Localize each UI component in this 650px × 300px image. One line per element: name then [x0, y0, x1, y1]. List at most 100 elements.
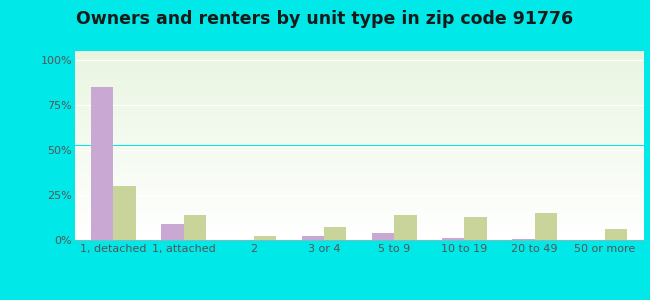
Bar — [324, 227, 346, 240]
Bar — [75, 203, 644, 204]
Bar — [75, 121, 644, 122]
Bar — [75, 64, 644, 65]
Bar — [75, 171, 644, 172]
Bar — [75, 232, 644, 233]
Bar — [75, 216, 644, 217]
Bar — [75, 65, 644, 66]
Bar — [75, 153, 644, 154]
Bar — [75, 141, 644, 142]
Bar — [75, 233, 644, 234]
Bar — [75, 140, 644, 141]
Bar — [75, 59, 644, 60]
Bar — [75, 227, 644, 228]
Bar — [75, 205, 644, 206]
Bar — [75, 118, 644, 119]
Bar — [535, 213, 557, 240]
Bar — [75, 211, 644, 212]
Bar — [75, 101, 644, 102]
Bar — [75, 143, 644, 144]
Bar — [75, 167, 644, 168]
Bar — [75, 126, 644, 127]
Bar — [75, 191, 644, 192]
Bar — [75, 77, 644, 78]
Bar — [75, 56, 644, 57]
Bar — [372, 233, 395, 240]
Bar — [75, 160, 644, 162]
Bar — [75, 201, 644, 202]
Bar — [75, 215, 644, 216]
Bar — [75, 120, 644, 121]
Bar — [75, 155, 644, 156]
Bar — [75, 179, 644, 181]
Bar — [75, 133, 644, 134]
Bar — [75, 67, 644, 68]
Bar — [75, 209, 644, 210]
Bar — [75, 98, 644, 99]
Bar — [75, 107, 644, 108]
Bar — [75, 150, 644, 151]
Bar — [75, 134, 644, 135]
Bar — [75, 146, 644, 147]
Bar — [75, 96, 644, 97]
Bar — [75, 76, 644, 77]
Bar — [75, 185, 644, 186]
Bar — [75, 51, 644, 52]
Bar — [75, 79, 644, 80]
Bar — [75, 198, 644, 200]
Bar — [302, 236, 324, 240]
Bar — [75, 130, 644, 131]
Bar — [75, 124, 644, 125]
Bar — [75, 94, 644, 95]
Bar — [75, 178, 644, 179]
Bar — [75, 117, 644, 118]
Bar — [75, 62, 644, 63]
Bar — [75, 156, 644, 157]
Bar — [75, 112, 644, 113]
Bar — [75, 210, 644, 211]
Bar — [75, 206, 644, 207]
Bar — [75, 105, 644, 106]
Bar — [75, 92, 644, 93]
Bar — [75, 119, 644, 120]
Bar — [75, 177, 644, 178]
Bar — [75, 131, 644, 132]
Bar — [75, 132, 644, 133]
Bar — [75, 71, 644, 72]
Bar — [75, 229, 644, 230]
Bar — [605, 229, 627, 240]
Bar — [75, 80, 644, 81]
Bar — [75, 204, 644, 205]
Bar — [75, 82, 644, 83]
Bar — [75, 154, 644, 155]
Bar — [75, 87, 644, 88]
Bar — [75, 175, 644, 176]
Bar — [75, 228, 644, 229]
Bar — [75, 113, 644, 114]
Bar — [75, 106, 644, 107]
Bar — [75, 200, 644, 201]
Bar — [75, 95, 644, 96]
Bar — [75, 174, 644, 175]
Bar — [75, 129, 644, 130]
Bar — [75, 186, 644, 187]
Bar — [75, 202, 644, 203]
Bar — [75, 58, 644, 59]
Bar — [75, 170, 644, 171]
Bar — [75, 144, 644, 145]
Bar — [183, 215, 206, 240]
Bar — [75, 147, 644, 148]
Bar — [75, 55, 644, 56]
Bar — [75, 102, 644, 103]
Bar — [161, 224, 183, 240]
Bar — [75, 226, 644, 227]
Bar — [254, 236, 276, 240]
Bar — [75, 100, 644, 101]
Bar — [75, 165, 644, 166]
Bar — [75, 93, 644, 94]
Bar — [75, 142, 644, 143]
Bar — [75, 163, 644, 164]
Bar — [75, 52, 644, 53]
Bar — [75, 196, 644, 197]
Bar — [75, 223, 644, 224]
Bar — [75, 127, 644, 128]
